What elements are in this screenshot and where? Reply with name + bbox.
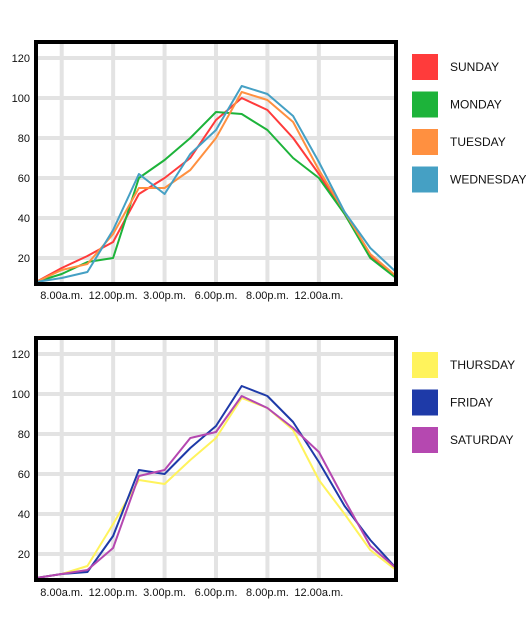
x-tick-label: 6.00p.m. xyxy=(195,290,238,302)
legend-swatch-sunday xyxy=(412,54,438,80)
series-line-thursday xyxy=(35,397,397,579)
series-line-tuesday xyxy=(35,91,397,283)
chart-1: 20 40 60 80 100 120 8.00a.m. 12.00p.m. 3.00p.m. 6… xyxy=(12,40,526,302)
x-tick-label: 12.00p.m. xyxy=(89,290,138,302)
legend-label-saturday: SATURDAY xyxy=(450,433,514,447)
y-tick-label: 80 xyxy=(18,133,30,145)
x-tick-label: 12.00p.m. xyxy=(89,587,138,599)
series-line-saturday xyxy=(35,395,397,579)
y-tick-label: 60 xyxy=(18,469,30,481)
y-tick-label: 40 xyxy=(18,509,30,521)
x-tick-label: 12.00a.m. xyxy=(294,587,343,599)
y-tick-label: 120 xyxy=(12,53,30,65)
y-tick-label: 100 xyxy=(12,389,30,401)
legend-swatch-tuesday xyxy=(412,129,438,155)
x-tick-label: 8.00p.m. xyxy=(246,290,289,302)
plot-frame xyxy=(34,40,398,286)
legend-label-sunday: SUNDAY xyxy=(450,60,499,74)
y-tick-label: 20 xyxy=(18,253,30,265)
series-line-monday xyxy=(35,111,397,283)
y-tick-label: 40 xyxy=(18,213,30,225)
legend-swatch-wednesday xyxy=(412,166,438,193)
y-tick-label: 20 xyxy=(18,549,30,561)
x-tick-label: 8.00a.m. xyxy=(40,290,83,302)
y-tick-label: 80 xyxy=(18,429,30,441)
legend-label-thursday: THURSDAY xyxy=(450,358,515,372)
legend-swatch-monday xyxy=(412,91,438,118)
legend-swatch-friday xyxy=(412,389,438,416)
x-tick-label: 8.00a.m. xyxy=(40,587,83,599)
x-tick-label: 6.00p.m. xyxy=(195,587,238,599)
x-tick-label: 3.00p.m. xyxy=(143,587,186,599)
y-tick-label: 100 xyxy=(12,93,30,105)
legend-label-wednesday: WEDNESDAY xyxy=(450,173,526,187)
y-tick-label: 120 xyxy=(12,349,30,361)
chart-2: 20 40 60 80 100 120 8.00a.m. 12.00p.m. 3.00p.m. 6… xyxy=(12,336,515,599)
legend-swatch-saturday xyxy=(412,427,438,453)
x-tick-label: 8.00p.m. xyxy=(246,587,289,599)
plot-frame xyxy=(34,336,398,582)
legend-swatch-thursday xyxy=(412,352,438,378)
x-tick-label: 3.00p.m. xyxy=(143,290,186,302)
y-tick-label: 60 xyxy=(18,173,30,185)
x-tick-label: 12.00a.m. xyxy=(294,290,343,302)
series-line-friday xyxy=(35,385,397,579)
series-line-wednesday xyxy=(35,85,397,283)
legend-label-friday: FRIDAY xyxy=(450,396,493,410)
legend-label-tuesday: TUESDAY xyxy=(450,135,506,149)
legend-label-monday: MONDAY xyxy=(450,98,502,112)
